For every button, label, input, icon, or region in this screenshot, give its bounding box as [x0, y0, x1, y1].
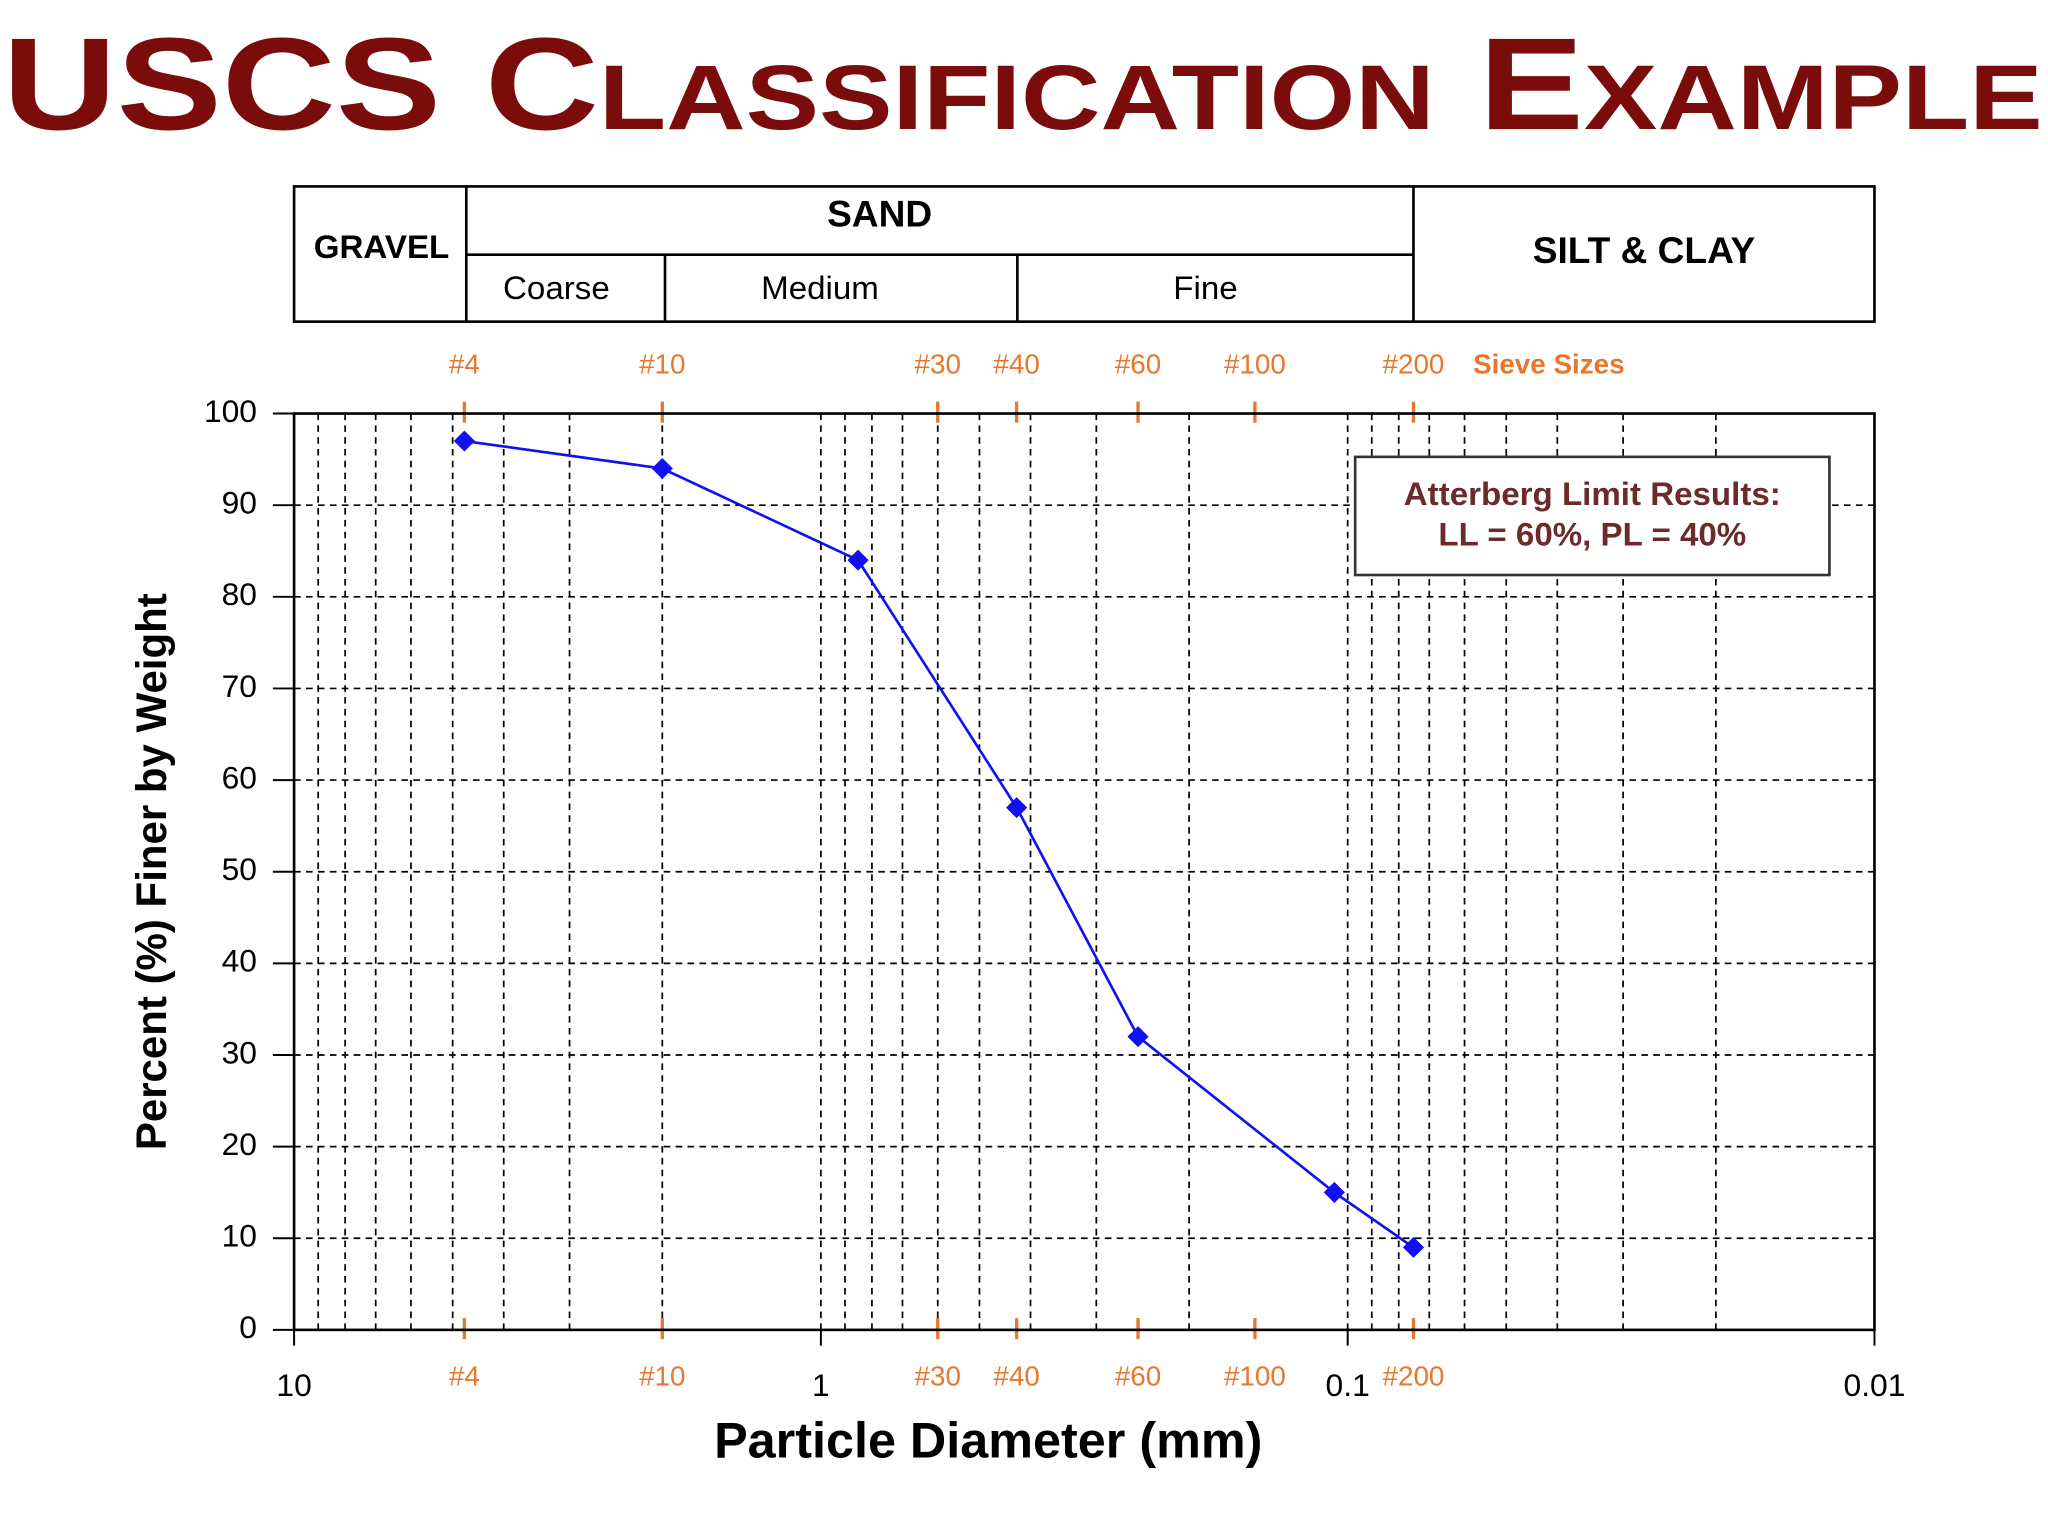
y-tick-label: 90 [222, 485, 257, 521]
data-line [464, 439, 1415, 1249]
annotation-box: Atterberg Limit Results: LL = 60%, PL = … [1353, 455, 1831, 577]
plot-area: 0 10 20 30 40 50 60 70 80 90 100 10 1 0.1 0.01 #4 #4 #10 #… [204, 349, 1905, 1403]
x-tick-label: 0.01 [1844, 1367, 1906, 1403]
y-tick-label: 80 [222, 576, 257, 612]
sieve-tick-label: #40 [993, 1361, 1039, 1392]
annotation-border [1353, 455, 1831, 577]
sieve-label: Sieve Sizes [1473, 349, 1625, 380]
data-point [1402, 1236, 1425, 1258]
y-tick-label: 70 [222, 668, 257, 704]
x-tick-label: 1 [812, 1367, 830, 1403]
plot-border [292, 412, 1876, 1332]
sieve-tick-label: #4 [449, 349, 480, 380]
y-tick-label: 10 [222, 1218, 257, 1254]
annotation: Atterberg Limit Results: [1404, 475, 1781, 512]
data-point [651, 458, 673, 480]
sieve-tick-label: #100 [1224, 349, 1286, 380]
chart-title: USCS Classification Example [3, 11, 2043, 157]
sieve-tick-label: #30 [915, 1361, 961, 1392]
data-point [1323, 1181, 1345, 1203]
y-tick-label: 0 [239, 1309, 257, 1345]
table-header: GRAVEL [314, 228, 449, 265]
data-point [453, 430, 475, 452]
sieve-tick-label: #40 [993, 349, 1039, 380]
annotation: LL = 60%, PL = 40% [1438, 516, 1746, 553]
y-tick-label: 60 [222, 760, 257, 796]
y-tick-label: 20 [222, 1126, 257, 1162]
x-tick-label: 0.1 [1326, 1367, 1370, 1403]
sieve-tick-label: #4 [449, 1361, 480, 1392]
sieve-tick-label: #200 [1383, 349, 1445, 380]
y-tick-label: 50 [222, 851, 257, 887]
y-tick-label: 30 [222, 1034, 257, 1070]
x-axis-label: Particle Diameter (mm) [714, 1412, 1262, 1468]
sieve-tick-label: #10 [639, 1361, 685, 1392]
x-tick-label: 10 [276, 1367, 311, 1403]
sieve-tick-label: #30 [915, 349, 961, 380]
table-cell: Fine [1173, 269, 1237, 306]
classification-table: GRAVEL SAND Coarse Medium Fine SILT & CL… [292, 185, 1876, 323]
table-cell: Medium [761, 269, 879, 306]
data-point [847, 549, 869, 571]
table-header: SAND [827, 193, 932, 234]
table-header: SILT & CLAY [1533, 230, 1756, 271]
table-cell: Coarse [503, 269, 610, 306]
sieve-tick-label: #60 [1115, 349, 1161, 380]
sieve-tick-label: #10 [639, 349, 685, 380]
sieve-tick-label: #200 [1383, 1361, 1445, 1392]
data-point [1006, 797, 1028, 819]
sieve-tick-label: #100 [1224, 1361, 1286, 1392]
table-border [292, 185, 1876, 323]
y-tick-label: 100 [204, 393, 257, 429]
sieve-tick-label: #60 [1115, 1361, 1161, 1392]
y-tick-label: 40 [222, 943, 257, 979]
y-axis-label: Percent (%) Finer by Weight [128, 593, 175, 1150]
